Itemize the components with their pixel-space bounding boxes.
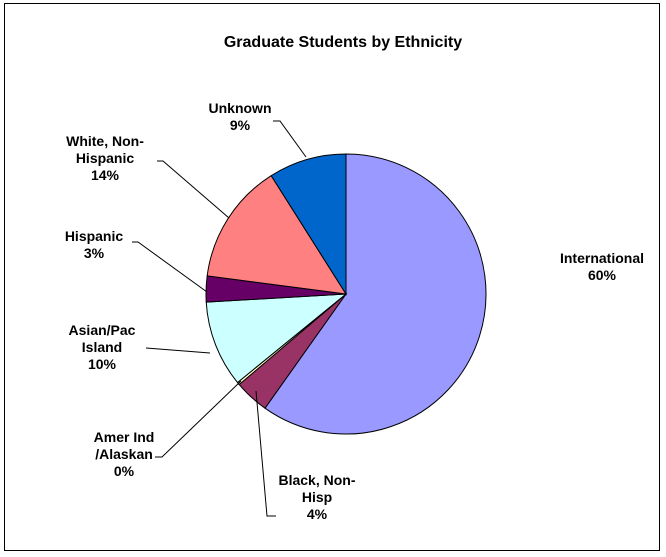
slice-label-line: 3% [84, 245, 105, 261]
slice-label-line: 60% [588, 267, 617, 283]
leader-line-unknown [273, 120, 307, 158]
pie-chart: Graduate Students by Ethnicity Internati… [65, 34, 644, 522]
slice-label-line: Unknown [209, 100, 272, 116]
slice-label-unknown: Unknown 9% [209, 100, 272, 133]
leader-line-black-non [255, 390, 276, 517]
slice-labels: International 60% Black, Non-Hisp 4% Amer In… [65, 100, 644, 522]
slice-label-international: International 60% [560, 250, 644, 283]
pie-slice-white-non [206, 174, 347, 295]
pie-slice-unknown [270, 153, 347, 296]
slice-label-line: 0% [114, 463, 135, 479]
slice-label-line: 4% [307, 506, 328, 522]
pie-slice-international [264, 153, 487, 435]
slice-label-line: /Alaskan [95, 446, 153, 462]
chart-title: Graduate Students by Ethnicity [224, 34, 462, 51]
slice-label-line: Island [82, 339, 122, 355]
slice-label-line: Hispanic [76, 150, 135, 166]
slice-label-amer-ind: Amer Ind/Alaskan 0% [94, 429, 155, 479]
slice-label-asian-pac: Asian/Pac Island 10% [69, 322, 136, 372]
slice-label-hispanic: Hispanic 3% [65, 228, 124, 261]
leader-line-amer-ind [155, 380, 242, 458]
slice-label-line: White, Non- [66, 133, 144, 149]
slice-label-line: Hisp [302, 489, 332, 505]
leader-line-hispanic [132, 241, 208, 293]
chart-frame: Graduate Students by Ethnicity Internati… [4, 3, 660, 551]
slice-label-line: 10% [88, 356, 117, 372]
leader-line-white-non [157, 160, 230, 219]
slice-label-line: International [560, 250, 644, 266]
leader-lines [132, 120, 307, 517]
slice-label-line: Asian/Pac [69, 322, 136, 338]
slice-label-white-non: White, Non-Hispanic 14% [66, 133, 144, 183]
slice-label-line: Black, Non- [278, 472, 355, 488]
slice-label-line: 9% [230, 117, 251, 133]
leader-line-asian-pac [145, 347, 211, 354]
slice-label-line: 14% [91, 167, 120, 183]
pie-slices [205, 153, 487, 435]
slice-label-line: Hispanic [65, 228, 124, 244]
slice-label-black-non: Black, Non-Hisp 4% [278, 472, 355, 522]
slice-label-line: Amer Ind [94, 429, 155, 445]
pie-slice-asian-pac [205, 293, 348, 384]
